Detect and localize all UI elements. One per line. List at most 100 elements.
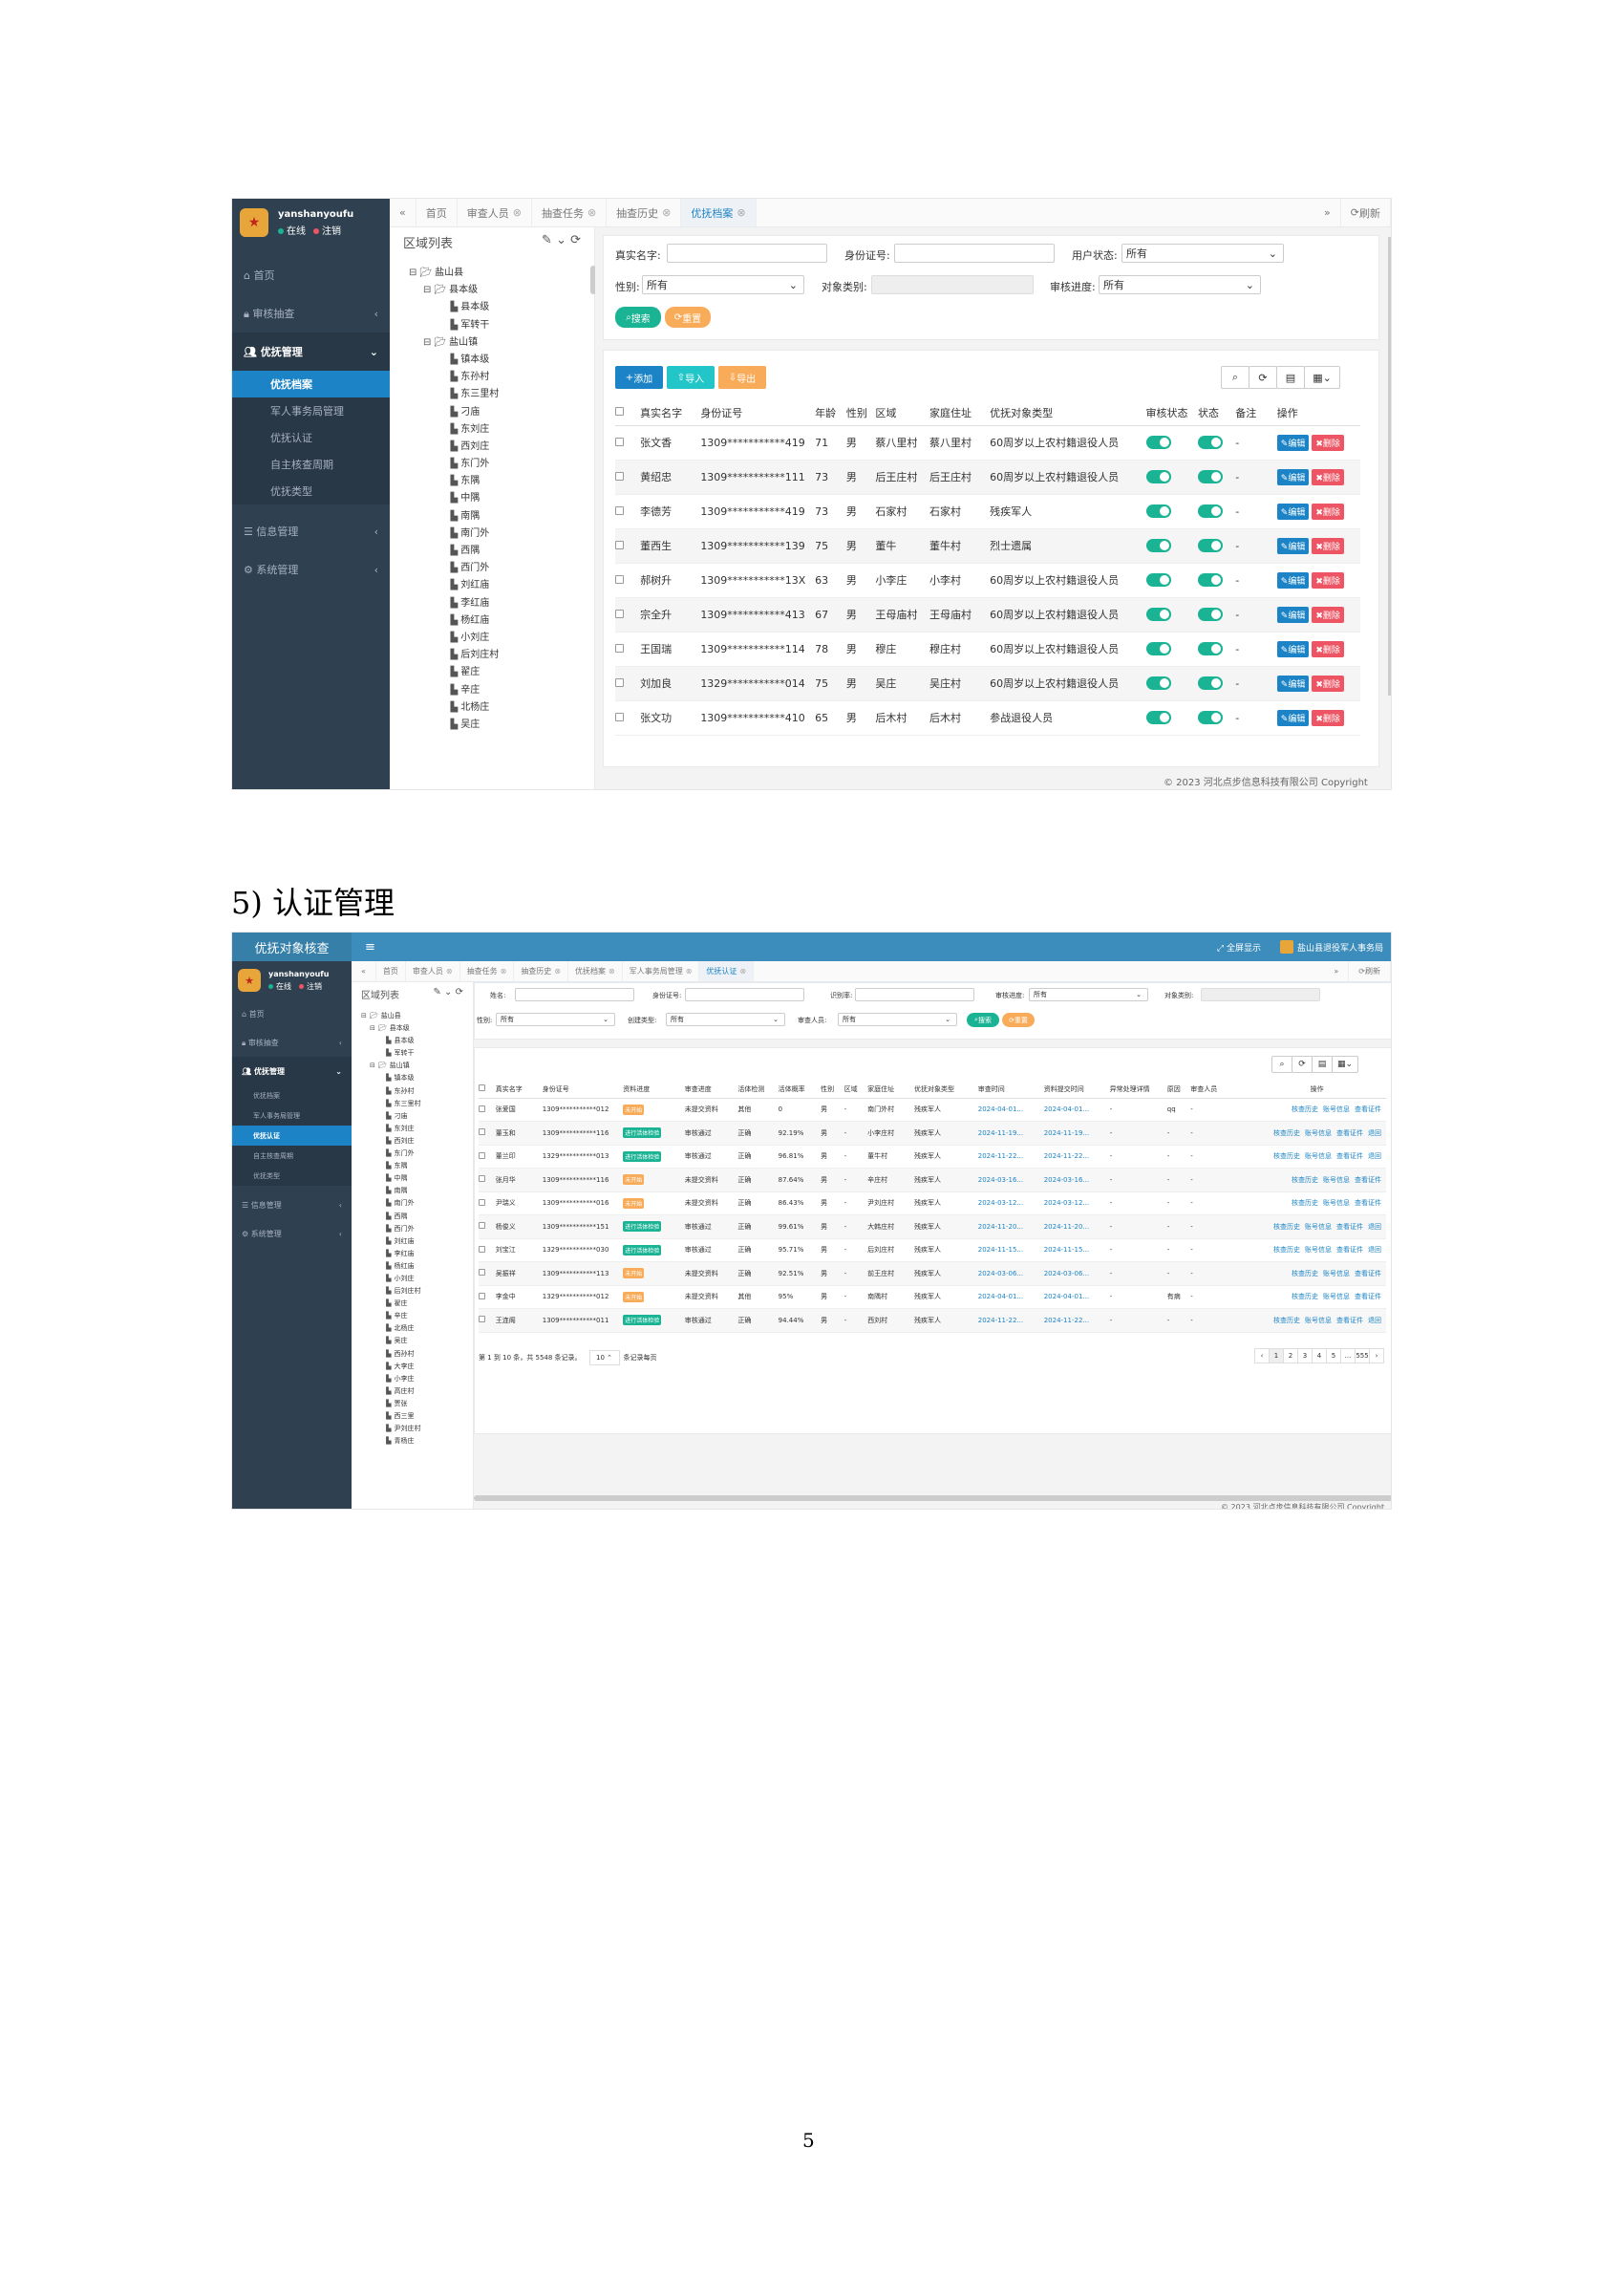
edit-button[interactable]: ✎编辑 <box>1276 675 1310 692</box>
column-header[interactable]: 区域 <box>875 400 929 426</box>
tree-node[interactable]: ▙ 西隅 <box>450 546 480 556</box>
edit-button[interactable]: ✎编辑 <box>1276 606 1310 623</box>
table-row[interactable]: 李金中 1329***********012 未开始 未提交资料 其他 95% 男 - 南隅村残… <box>479 1285 1386 1309</box>
table-row[interactable]: 刘加良 1329***********014 75 男吴庄 吴庄村 60周岁以上农村籍退役… <box>615 666 1360 701</box>
submenu-item[interactable]: 优抚类型 <box>270 485 312 498</box>
submenu-item[interactable]: 优抚类型 <box>253 1171 280 1180</box>
column-header[interactable]: 真实名字 <box>495 1081 543 1099</box>
row-checkbox[interactable] <box>615 609 624 618</box>
tree-node[interactable]: ▙ 西刘庄 <box>450 440 490 452</box>
page-button[interactable]: › <box>1369 1348 1384 1363</box>
menu-audit[interactable]: 🔒︎ 审核抽查 ‹ <box>244 307 378 321</box>
tree-node[interactable]: ▙ 东三里村 <box>450 389 500 400</box>
tab-prev-icon[interactable]: « <box>352 961 376 981</box>
menu-info[interactable]: ☰ 信息管理 ‹ <box>244 525 378 539</box>
tree-node[interactable]: ⊟ 📂︎ 盐山县 <box>361 1012 401 1019</box>
tree-tools[interactable]: ✎ ⌄ ⟳ <box>542 233 581 247</box>
status-toggle[interactable] <box>1198 676 1223 690</box>
toggle-view-icon[interactable]: ▤ <box>1312 1056 1333 1073</box>
audit-status-toggle[interactable] <box>1145 504 1171 518</box>
tab-item[interactable]: 抽查历史 ⊗ <box>607 199 682 226</box>
audit-status-toggle[interactable] <box>1145 436 1171 449</box>
tree-node[interactable]: ▙ 吴庄 <box>386 1337 408 1345</box>
submenu-item[interactable]: 优抚档案 <box>253 1091 280 1100</box>
audit-status-toggle[interactable] <box>1145 573 1171 587</box>
id-input[interactable] <box>685 988 804 1001</box>
submenu-item[interactable]: 优抚认证 <box>270 432 312 444</box>
table-row[interactable]: 尹瑞义 1309***********016 未开始 未提交资料 正确 86.43% 男 - 尹… <box>479 1191 1386 1215</box>
tab-item[interactable]: 审查人员 ⊗ <box>406 961 460 981</box>
tree-node[interactable]: ⊟ 📂︎ 盐山镇 <box>370 1062 410 1070</box>
menu-toggle-icon[interactable]: ≡ <box>365 939 375 955</box>
column-header[interactable]: 活体检测 <box>737 1081 779 1099</box>
column-header[interactable]: 身份证号 <box>700 400 816 426</box>
table-row[interactable]: 王连阁 1309***********011 进行活体检验 审核通过 正确 94.44% 男… <box>479 1308 1386 1333</box>
column-header[interactable]: 状态 <box>1198 400 1236 426</box>
op-link-b[interactable]: 退回 <box>1368 1316 1381 1324</box>
op-link-h[interactable]: 核查历史 <box>1273 1246 1300 1255</box>
tab-item[interactable]: 审查人员 ⊗ <box>458 199 532 226</box>
op-link-h[interactable]: 核查历史 <box>1273 1316 1300 1324</box>
column-header[interactable]: 年龄 <box>815 400 846 426</box>
tree-node[interactable]: ▙ 辛庄 <box>386 1312 408 1320</box>
status-select[interactable]: 所有 ⌄ <box>1121 244 1284 263</box>
status-toggle[interactable] <box>1198 711 1223 724</box>
tree-node[interactable]: ▙ 南隅 <box>450 510 480 522</box>
select-all-checkbox[interactable] <box>479 1084 485 1092</box>
tree-node[interactable]: ▙ 刘红庙 <box>450 580 490 591</box>
tree-node[interactable]: ▙ 东隅 <box>450 476 480 487</box>
menu-youfu[interactable]: 👥︎ 优抚管理 ⌄ <box>232 333 390 371</box>
op-link-b[interactable]: 退回 <box>1368 1128 1381 1137</box>
op-link-r[interactable]: 账号信息 <box>1305 1246 1332 1255</box>
edit-button[interactable]: ✎编辑 <box>1276 503 1310 520</box>
edit-button[interactable]: ✎编辑 <box>1276 537 1310 554</box>
status-toggle[interactable] <box>1198 642 1223 655</box>
table-row[interactable]: 杨俊义 1309***********151 进行活体检验 审核通过 正确 99.61% 男… <box>479 1214 1386 1239</box>
row-checkbox[interactable] <box>479 1269 485 1277</box>
op-link-b[interactable]: 退回 <box>1368 1246 1381 1255</box>
edit-button[interactable]: ✎编辑 <box>1276 434 1310 451</box>
progress-select[interactable]: 所有 ⌄ <box>1099 275 1261 294</box>
table-row[interactable]: 张文功 1309***********410 65 男后木村 后木村 参战退役人员 - ✎编辑… <box>615 700 1360 736</box>
delete-button[interactable]: ✖删除 <box>1312 640 1344 657</box>
audit-status-toggle[interactable] <box>1145 676 1171 690</box>
name-input[interactable] <box>515 988 634 1001</box>
column-header[interactable]: 家庭住址 <box>867 1081 915 1099</box>
tab-next-icon[interactable]: » <box>1324 961 1350 981</box>
row-checkbox[interactable] <box>615 712 624 721</box>
column-header[interactable]: 资料进度 <box>623 1081 685 1099</box>
tree-node[interactable]: ▙ 高庄村 <box>386 1386 415 1395</box>
add-button[interactable]: + 添加 <box>615 366 663 389</box>
tree-node[interactable]: ▙ 中隅 <box>450 493 480 504</box>
op-link-h[interactable]: 核查历史 <box>1273 1222 1300 1231</box>
menu-home[interactable]: ⌂ 首页 <box>244 269 275 282</box>
page-button[interactable]: 555 <box>1355 1348 1370 1363</box>
auditor-select[interactable]: 所有 ⌄ <box>838 1013 957 1026</box>
tab-item[interactable]: 军人事务局管理 ⊗ <box>623 961 700 981</box>
tree-node[interactable]: ▙ 北杨庄 <box>386 1324 415 1333</box>
type-select[interactable] <box>871 275 1034 294</box>
edit-button[interactable]: ✎编辑 <box>1276 571 1310 589</box>
page-button[interactable]: 5 <box>1326 1348 1341 1363</box>
table-row[interactable]: 李德芳 1309***********419 73 男石家村 石家村 残疾军人 - ✎编辑 ✖删… <box>615 494 1360 529</box>
tree-node[interactable]: ▙ 南门外 <box>450 527 490 539</box>
tree-node[interactable]: ▙ 东刘庄 <box>386 1124 415 1132</box>
name-input[interactable] <box>667 244 827 263</box>
column-header[interactable]: 审查人员 <box>1190 1081 1249 1099</box>
type-select[interactable] <box>1201 988 1320 1001</box>
op-link-r[interactable]: 账号信息 <box>1323 1269 1350 1277</box>
column-header[interactable]: 原因 <box>1166 1081 1191 1099</box>
row-checkbox[interactable] <box>615 471 624 481</box>
tree-node[interactable]: ▙ 辛庄 <box>450 684 480 696</box>
column-header[interactable]: 审查进度 <box>684 1081 738 1099</box>
tree-node[interactable]: ▙ 李红庙 <box>450 597 490 609</box>
op-link-r[interactable]: 账号信息 <box>1305 1128 1332 1137</box>
column-header[interactable]: 身份证号 <box>542 1081 624 1099</box>
status-toggle[interactable] <box>1198 573 1223 587</box>
table-row[interactable]: 董兰印 1329***********013 进行活体检验 审核通过 正确 96.81% 男… <box>479 1145 1386 1169</box>
table-row[interactable]: 张月华 1309***********116 未开始 未提交资料 正确 87.64% 男 - 辛… <box>479 1168 1386 1192</box>
toggle-view-icon[interactable]: ▤ <box>1276 366 1305 389</box>
page-button[interactable]: 1 <box>1269 1348 1284 1363</box>
op-link-r[interactable]: 账号信息 <box>1323 1175 1350 1184</box>
tree-node[interactable]: ▙ 东孙村 <box>450 372 490 383</box>
